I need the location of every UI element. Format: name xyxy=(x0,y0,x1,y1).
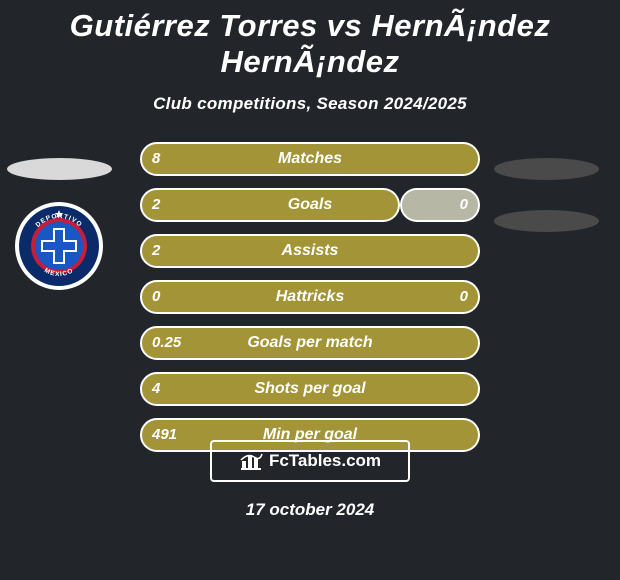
stat-label: Min per goal xyxy=(140,418,480,452)
stat-row: 2 0Goals xyxy=(0,188,620,222)
comparison-subtitle: Club competitions, Season 2024/2025 xyxy=(0,94,620,114)
stat-label: Shots per goal xyxy=(140,372,480,406)
stat-bar-container: 2Assists xyxy=(140,234,480,268)
stat-value-left: 491 xyxy=(152,418,177,452)
stat-value-left: 2 xyxy=(152,234,160,268)
stat-row: 4Shots per goal xyxy=(0,372,620,406)
stat-label: Assists xyxy=(140,234,480,268)
stat-row: 8Matches xyxy=(0,142,620,176)
stat-row: 0.25Goals per match xyxy=(0,326,620,360)
stat-bar-container: 4Shots per goal xyxy=(140,372,480,406)
stat-value-left: 2 xyxy=(152,188,160,222)
stat-label: Goals per match xyxy=(140,326,480,360)
stat-value-left: 8 xyxy=(152,142,160,176)
stat-bar-container: 0.25Goals per match xyxy=(140,326,480,360)
stat-row: 491Min per goal xyxy=(0,418,620,452)
stat-rows: 8Matches20Goals2Assists00Hattricks0.25Go… xyxy=(0,142,620,452)
stat-value-left: 0 xyxy=(152,280,160,314)
stat-value-left: 4 xyxy=(152,372,160,406)
stat-value-left: 0.25 xyxy=(152,326,181,360)
comparison-title: Gutiérrez Torres vs HernÃ¡ndez HernÃ¡nde… xyxy=(0,0,620,80)
stat-value-right: 0 xyxy=(460,188,468,222)
stat-row: 0 0Hattricks xyxy=(0,280,620,314)
stat-label: Matches xyxy=(140,142,480,176)
bar-chart-icon xyxy=(239,451,263,471)
branding-label: FcTables.com xyxy=(269,451,381,471)
stat-row: 2Assists xyxy=(0,234,620,268)
stat-label: Hattricks xyxy=(140,280,480,314)
stat-value-right: 0 xyxy=(460,280,468,314)
stat-bar-container: 491Min per goal xyxy=(140,418,480,452)
comparison-content: DEPORTIVO MEXICO CRUZ AZUL 8Matches20Goa… xyxy=(0,142,620,452)
stat-label: Goals xyxy=(140,188,480,222)
stat-bar-container: 8Matches xyxy=(140,142,480,176)
stat-bar-container: 2 0Goals xyxy=(140,188,480,222)
comparison-date: 17 october 2024 xyxy=(0,500,620,520)
stat-bar-container: 0 0Hattricks xyxy=(140,280,480,314)
